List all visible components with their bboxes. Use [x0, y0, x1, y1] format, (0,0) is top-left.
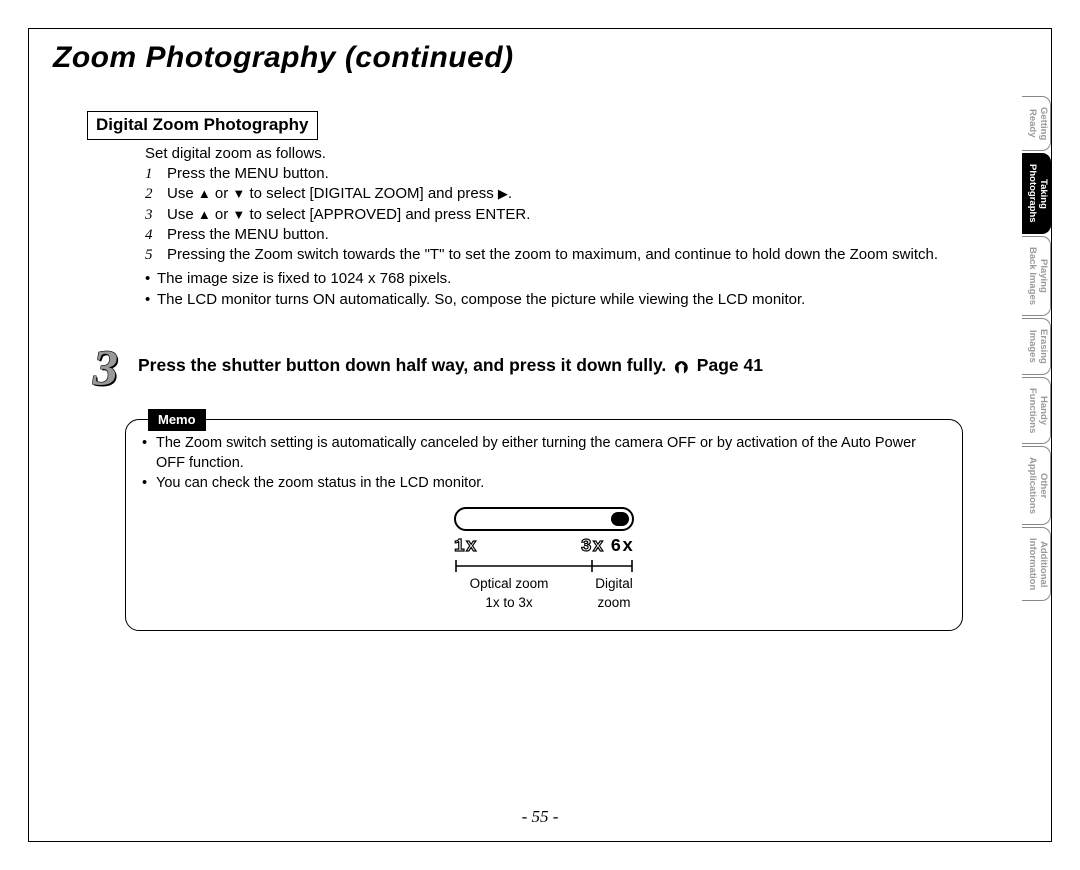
- step-3-mid: or: [211, 206, 233, 223]
- page-ref-arrow-icon: ➲: [668, 359, 695, 376]
- notes-list: The image size is fixed to 1024 x 768 pi…: [145, 269, 971, 310]
- step-1-text: Press the MENU button.: [167, 165, 329, 182]
- page-ref-label: Page 41: [692, 355, 763, 375]
- step-2: 2 Use ▲ or ▼ to select [DIGITAL ZOOM] an…: [145, 184, 971, 204]
- step-5: 5Pressing the Zoom switch towards the "T…: [145, 245, 971, 265]
- step-2-post: to select [DIGITAL ZOOM] and press: [245, 185, 498, 202]
- tab-additional-information[interactable]: AdditionalInformation: [1022, 527, 1051, 601]
- memo-label: Memo: [148, 409, 206, 431]
- memo-box: Memo The Zoom switch setting is automati…: [125, 419, 963, 630]
- zoom-1x-label: 1x: [454, 535, 478, 559]
- triangle-up-icon: ▲: [198, 187, 211, 200]
- step-3-pre: Use: [167, 206, 198, 223]
- step-3-post: to select [APPROVED] and press ENTER.: [245, 206, 530, 223]
- note-2: The LCD monitor turns ON automatically. …: [145, 290, 971, 310]
- memo-2: You can check the zoom status in the LCD…: [142, 474, 946, 494]
- digital-zoom-label: Digital: [579, 575, 649, 593]
- tab-getting-ready[interactable]: GettingReady: [1022, 96, 1051, 151]
- step-1: 1Press the MENU button.: [145, 164, 971, 184]
- tab-erasing-images[interactable]: ErasingImages: [1022, 318, 1051, 375]
- note-1: The image size is fixed to 1024 x 768 pi…: [145, 269, 971, 289]
- zoom-scale-labels: 1x 3x 6x: [454, 535, 634, 559]
- step-2-pre: Use: [167, 185, 198, 202]
- step-5-text: Pressing the Zoom switch towards the "T"…: [167, 246, 938, 263]
- step-2-end: .: [508, 185, 512, 202]
- triangle-down-icon: ▼: [232, 208, 245, 221]
- zoom-range-labels: Optical zoom 1x to 3x Digital zoom: [439, 575, 649, 611]
- step-number-3-icon: 3: [93, 334, 118, 402]
- triangle-up-icon: ▲: [198, 208, 211, 221]
- triangle-right-icon: ▶: [498, 187, 508, 200]
- intro-text: Set digital zoom as follows.: [145, 144, 971, 164]
- page-frame: Zoom Photography (continued) Digital Zoo…: [28, 28, 1052, 842]
- page-title: Zoom Photography (continued): [47, 41, 520, 75]
- memo-1: The Zoom switch setting is automatically…: [142, 434, 946, 473]
- tab-taking-photographs[interactable]: TakingPhotographs: [1022, 153, 1051, 234]
- zoom-figure: 1x 3x 6x Optical zoom 1x to 3x: [142, 507, 946, 612]
- zoom-bar-icon: [454, 507, 634, 531]
- step-4: 4Press the MENU button.: [145, 225, 971, 245]
- section-heading: Digital Zoom Photography: [87, 111, 318, 140]
- step-4-text: Press the MENU button.: [167, 226, 329, 243]
- optical-zoom-range: 1x to 3x: [439, 594, 579, 612]
- step-2-mid: or: [211, 185, 233, 202]
- step-3-main-text: Press the shutter button down half way, …: [138, 355, 671, 375]
- main-content: Digital Zoom Photography Set digital zoo…: [87, 111, 971, 631]
- tab-handy-functions[interactable]: HandyFunctions: [1022, 377, 1051, 444]
- digital-zoom-label-2: zoom: [579, 594, 649, 612]
- page-number: - 55 -: [29, 807, 1051, 827]
- zoom-6x-label: 6x: [610, 535, 634, 559]
- triangle-down-icon: ▼: [232, 187, 245, 200]
- zoom-ruler-icon: [454, 559, 634, 573]
- side-tabs: GettingReady TakingPhotographs PlayingBa…: [1022, 96, 1051, 603]
- tab-playing-back-images[interactable]: PlayingBack Images: [1022, 236, 1051, 316]
- step-3sub: 3 Use ▲ or ▼ to select [APPROVED] and pr…: [145, 205, 971, 225]
- major-step-3: 3 Press the shutter button down half way…: [87, 334, 971, 402]
- tab-other-applications[interactable]: OtherApplications: [1022, 446, 1051, 525]
- step-3-instruction: Press the shutter button down half way, …: [138, 354, 763, 381]
- optical-zoom-label: Optical zoom: [439, 575, 579, 593]
- zoom-3x-label: 3x: [581, 535, 605, 559]
